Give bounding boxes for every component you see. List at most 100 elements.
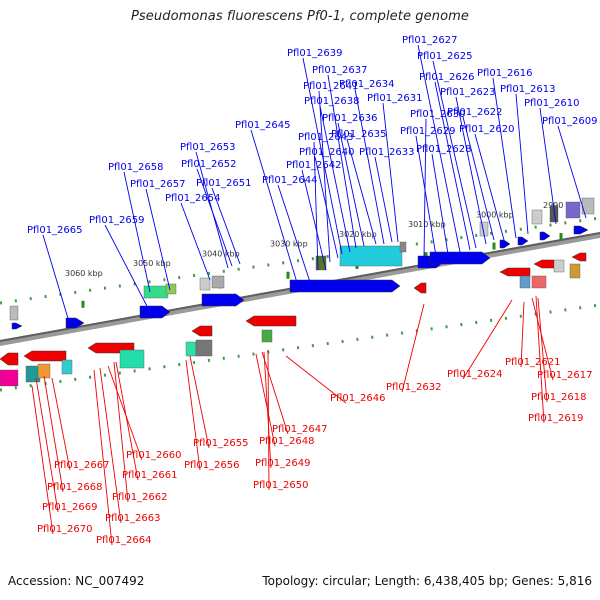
minus-gene-label: Pfl01_2661 xyxy=(122,470,178,481)
accession-label: Accession: NC_007492 xyxy=(8,574,145,588)
annotation-feature-box xyxy=(531,209,543,225)
annotation-feature-box xyxy=(195,339,213,357)
minus-strand-gene-arrow[interactable] xyxy=(499,267,531,277)
plus-strand-gene-arrow[interactable] xyxy=(573,225,589,235)
plus-gene-label-leader xyxy=(382,102,399,243)
minus-gene-label-leader xyxy=(263,351,272,469)
minus-gene-label-leader xyxy=(115,361,139,481)
plus-gene-label: Pfl01_2613 xyxy=(500,84,556,95)
plus-gene-label-leader xyxy=(277,184,311,283)
plus-strand-gene-arrow[interactable] xyxy=(139,305,171,319)
minus-strand-gene-arrow[interactable] xyxy=(533,259,555,269)
plus-gene-label: Pfl01_2634 xyxy=(339,79,395,90)
annotation-feature-box xyxy=(9,305,19,321)
plus-gene-label: Pfl01_2641 xyxy=(303,81,359,92)
plus-gene-label-leader xyxy=(557,125,587,219)
ruler-label: 3050 kbp xyxy=(133,259,171,268)
minus-gene-label-leader xyxy=(31,385,54,535)
annotation-feature-box xyxy=(519,275,531,289)
plus-strand-gene-arrow[interactable] xyxy=(11,322,23,330)
minus-gene-label: Pfl01_2664 xyxy=(96,535,152,546)
plus-gene-label-leader xyxy=(455,96,487,245)
plus-gene-label-leader xyxy=(313,141,319,271)
annotation-feature-box xyxy=(119,349,145,369)
plus-gene-label-leader xyxy=(327,74,357,249)
plus-gene-label: Pfl01_2626 xyxy=(419,72,475,83)
ruler-label: 3010 kbp xyxy=(408,220,446,229)
plus-strand-gene-arrow[interactable] xyxy=(499,239,511,249)
plus-gene-label: Pfl01_2640 xyxy=(299,147,355,158)
plus-gene-label-leader xyxy=(318,90,331,263)
minus-gene-label-leader xyxy=(189,355,210,449)
plus-gene-label-leader xyxy=(314,156,339,259)
minus-gene-label: Pfl01_2663 xyxy=(105,513,161,524)
plus-strand-gene-arrow[interactable] xyxy=(65,317,85,329)
plus-gene-label: Pfl01_2633 xyxy=(359,147,415,158)
minus-gene-label-leader xyxy=(185,359,201,471)
annotation-feature-box xyxy=(553,259,565,273)
minus-gene-label-leader xyxy=(43,375,64,493)
minus-gene-label: Pfl01_2646 xyxy=(330,393,386,404)
topology-label: Topology: circular; Length: 6,438,405 bp… xyxy=(262,574,592,588)
plus-gene-label: Pfl01_2639 xyxy=(287,48,343,59)
plus-gene-label-leader xyxy=(462,116,495,241)
plus-gene-label: Pfl01_2616 xyxy=(477,68,533,79)
minus-strand-gene-arrow[interactable] xyxy=(245,315,297,327)
minus-gene-label: Pfl01_2621 xyxy=(505,357,561,368)
minus-gene-label: Pfl01_2650 xyxy=(253,480,309,491)
minus-gene-label: Pfl01_2669 xyxy=(42,502,98,513)
plus-gene-label-leader xyxy=(374,156,393,243)
plus-gene-label-leader xyxy=(145,188,171,291)
annotation-feature-box xyxy=(0,369,19,387)
minus-strand-gene-arrow[interactable] xyxy=(23,350,67,362)
minus-gene-label-leader xyxy=(35,377,59,513)
plus-gene-label: Pfl01_2609 xyxy=(542,116,598,127)
minus-gene-label-leader xyxy=(535,295,545,424)
plus-strand-gene-arrow[interactable] xyxy=(539,231,551,241)
minus-strand-gene-arrow[interactable] xyxy=(571,252,587,262)
plus-gene-label-leader xyxy=(302,57,343,255)
plus-gene-label: Pfl01_2659 xyxy=(89,215,145,226)
plus-gene-label-leader xyxy=(104,224,151,313)
annotation-feature-box xyxy=(143,285,169,299)
minus-gene-label: Pfl01_2617 xyxy=(537,370,593,381)
plus-strand-gene-arrow[interactable] xyxy=(201,293,245,307)
plus-gene-label-leader xyxy=(354,88,385,245)
minus-gene-label: Pfl01_2632 xyxy=(386,382,442,393)
plus-gene-label-leader xyxy=(539,107,557,225)
minus-gene-label-leader xyxy=(113,361,129,503)
plus-gene-label-leader xyxy=(301,169,327,271)
plus-gene-label: Pfl01_2658 xyxy=(108,162,164,173)
plus-gene-label-leader xyxy=(474,133,505,241)
plus-gene-label-leader xyxy=(415,135,437,257)
minus-gene-label-leader xyxy=(462,299,513,380)
minus-strand-gene-arrow[interactable] xyxy=(0,352,19,366)
plus-gene-label-leader xyxy=(434,81,471,251)
minus-gene-label: Pfl01_2618 xyxy=(531,392,587,403)
minus-gene-label-leader xyxy=(520,301,525,368)
minus-strand-gene-arrow[interactable] xyxy=(191,325,213,337)
plus-gene-label-leader xyxy=(42,234,71,326)
minus-gene-label: Pfl01_2670 xyxy=(37,524,93,535)
minus-gene-label-leader xyxy=(537,297,548,403)
minus-gene-label-leader xyxy=(255,353,276,447)
plus-gene-label: Pfl01_2620 xyxy=(459,124,515,135)
plus-gene-label-leader xyxy=(432,60,477,249)
plus-gene-label: Pfl01_2623 xyxy=(440,87,496,98)
ruler-label: 3020 kbp xyxy=(339,230,377,239)
plus-strand-gene-arrow[interactable] xyxy=(517,236,529,246)
minus-gene-label: Pfl01_2656 xyxy=(184,460,240,471)
minus-gene-label: Pfl01_2667 xyxy=(54,460,110,471)
minus-gene-label-leader xyxy=(267,349,270,491)
plus-gene-label: Pfl01_2643 xyxy=(298,132,354,143)
plus-gene-label: Pfl01_2628 xyxy=(416,144,472,155)
ruler-label: 3000 kbp xyxy=(476,211,514,220)
plus-strand-gene-arrow[interactable] xyxy=(429,251,491,265)
minus-gene-label: Pfl01_2647 xyxy=(272,424,328,435)
annotation-feature-box xyxy=(315,255,327,271)
plus-strand-gene-arrow[interactable] xyxy=(289,279,401,293)
plus-gene-label-leader xyxy=(196,168,233,267)
minus-gene-label-leader xyxy=(261,351,289,435)
plus-gene-label: Pfl01_2622 xyxy=(447,107,503,118)
minus-strand-gene-arrow[interactable] xyxy=(413,282,427,294)
